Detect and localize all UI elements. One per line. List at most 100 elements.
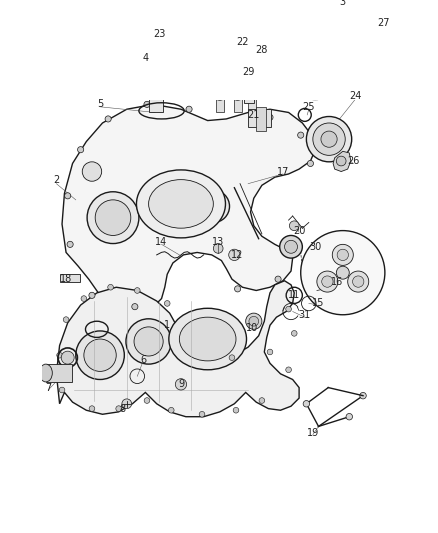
Circle shape <box>132 304 138 310</box>
Circle shape <box>291 330 297 336</box>
Circle shape <box>89 406 95 411</box>
Circle shape <box>164 301 170 306</box>
Text: 15: 15 <box>312 298 325 309</box>
Circle shape <box>126 319 171 364</box>
Text: 1: 1 <box>164 320 170 330</box>
Polygon shape <box>313 6 388 77</box>
Circle shape <box>89 292 95 298</box>
Circle shape <box>275 276 281 282</box>
Circle shape <box>360 22 379 41</box>
Text: 4: 4 <box>142 53 148 63</box>
Circle shape <box>228 67 247 86</box>
Bar <box>244 74 254 86</box>
Text: 27: 27 <box>377 19 389 28</box>
Text: 9: 9 <box>178 379 184 389</box>
Circle shape <box>301 231 385 315</box>
Circle shape <box>322 276 333 287</box>
Text: 31: 31 <box>299 310 311 320</box>
Circle shape <box>175 378 187 390</box>
Circle shape <box>267 114 273 120</box>
Circle shape <box>122 399 131 409</box>
Circle shape <box>298 132 304 138</box>
Text: 6: 6 <box>140 355 146 365</box>
Circle shape <box>353 276 364 287</box>
Circle shape <box>286 367 291 373</box>
Polygon shape <box>333 151 351 172</box>
Polygon shape <box>57 281 299 417</box>
Circle shape <box>318 17 324 23</box>
Text: 29: 29 <box>242 67 254 77</box>
Circle shape <box>332 244 353 265</box>
Circle shape <box>380 0 386 3</box>
Circle shape <box>144 101 150 108</box>
Circle shape <box>328 22 347 41</box>
Circle shape <box>336 266 349 279</box>
Circle shape <box>81 296 87 301</box>
Bar <box>248 98 256 112</box>
Text: 10: 10 <box>246 322 258 333</box>
Circle shape <box>134 327 163 356</box>
Circle shape <box>307 69 323 85</box>
Text: 5: 5 <box>97 99 103 109</box>
Text: 20: 20 <box>293 225 305 236</box>
Circle shape <box>323 284 330 290</box>
Circle shape <box>82 162 102 181</box>
Circle shape <box>307 117 352 162</box>
Circle shape <box>108 285 113 290</box>
Ellipse shape <box>248 95 256 100</box>
Text: 25: 25 <box>303 102 315 112</box>
Circle shape <box>223 62 252 92</box>
Circle shape <box>370 61 377 67</box>
Circle shape <box>293 54 338 100</box>
Bar <box>46 364 72 382</box>
Polygon shape <box>62 104 315 311</box>
Bar <box>60 274 80 282</box>
Circle shape <box>234 286 241 292</box>
Circle shape <box>229 355 235 360</box>
Circle shape <box>233 407 239 413</box>
Text: 12: 12 <box>231 250 244 260</box>
Circle shape <box>290 221 299 231</box>
Circle shape <box>157 37 166 47</box>
Circle shape <box>337 249 349 261</box>
Circle shape <box>360 392 366 399</box>
Circle shape <box>321 131 337 147</box>
Circle shape <box>153 34 170 50</box>
Circle shape <box>307 160 314 166</box>
Circle shape <box>78 147 84 153</box>
Text: 14: 14 <box>155 237 168 247</box>
Circle shape <box>249 317 259 326</box>
Circle shape <box>280 236 302 258</box>
Circle shape <box>197 190 230 222</box>
Text: 7: 7 <box>45 383 51 393</box>
Circle shape <box>144 398 150 403</box>
Circle shape <box>377 9 383 15</box>
Circle shape <box>87 192 139 244</box>
Circle shape <box>336 156 346 166</box>
Bar <box>248 109 271 127</box>
Ellipse shape <box>39 364 52 382</box>
Circle shape <box>61 351 74 364</box>
Text: 18: 18 <box>60 274 72 284</box>
Bar <box>244 92 254 103</box>
Circle shape <box>346 414 353 420</box>
Circle shape <box>317 271 338 292</box>
Circle shape <box>229 249 240 261</box>
Ellipse shape <box>169 308 247 370</box>
Circle shape <box>255 47 278 70</box>
Text: 19: 19 <box>307 428 319 438</box>
Circle shape <box>76 331 124 379</box>
Circle shape <box>67 241 73 247</box>
Text: 13: 13 <box>212 237 224 247</box>
Circle shape <box>260 52 273 64</box>
Ellipse shape <box>233 95 242 100</box>
Circle shape <box>259 398 265 403</box>
Circle shape <box>318 63 324 70</box>
Circle shape <box>186 106 192 112</box>
Circle shape <box>348 271 369 292</box>
Circle shape <box>246 313 262 329</box>
Text: 22: 22 <box>236 37 249 47</box>
Circle shape <box>303 400 310 407</box>
Text: 11: 11 <box>288 290 300 300</box>
Text: 30: 30 <box>309 242 321 252</box>
